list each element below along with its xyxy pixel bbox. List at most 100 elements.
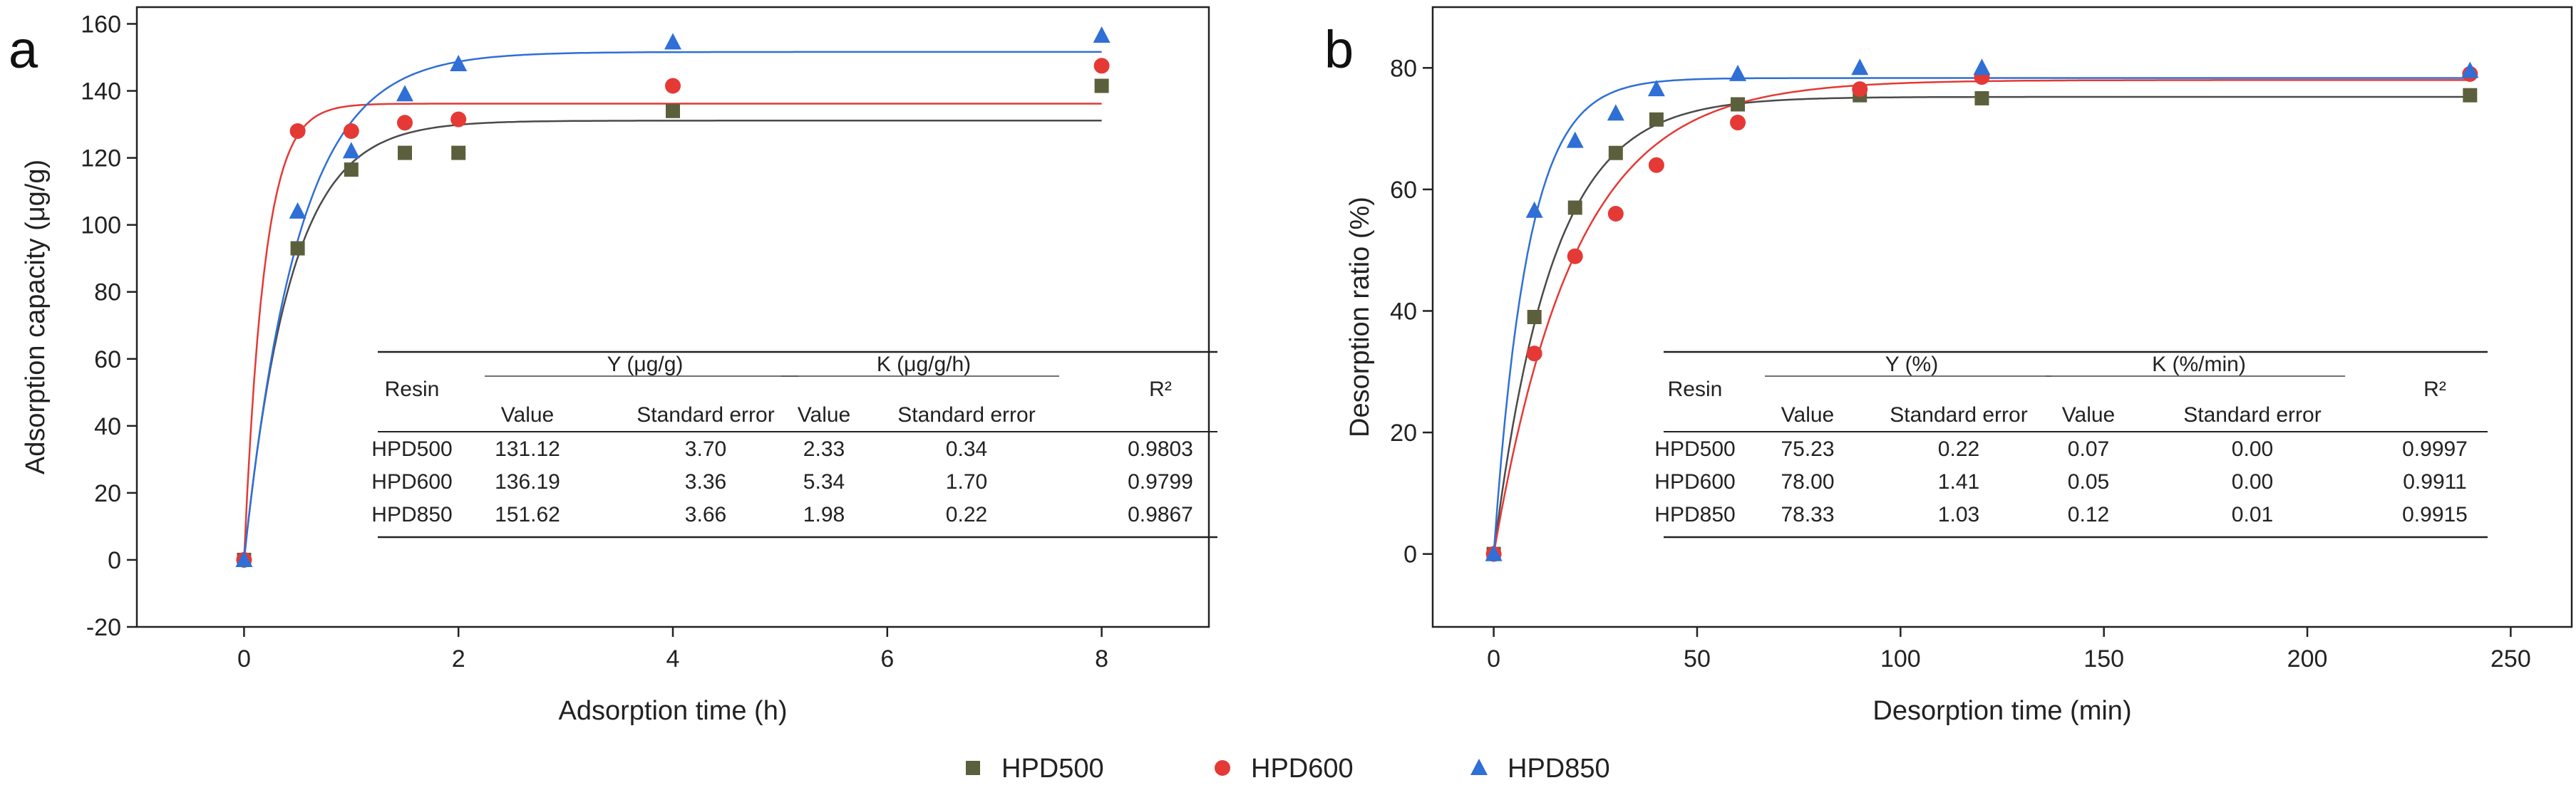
data-point-hpd850 [450, 54, 468, 71]
table-cell: 3.36 [685, 470, 726, 494]
data-point-hpd850 [235, 550, 253, 567]
table-group-header: K (%/min) [2152, 353, 2246, 376]
x-tick-label: 100 [1880, 645, 1921, 672]
table-cell: 78.00 [1781, 470, 1834, 494]
x-tick-label: 0 [1487, 645, 1500, 672]
table-cell: 1.41 [1938, 470, 1979, 494]
plot-frame [135, 6, 1210, 628]
data-point-hpd500 [398, 145, 412, 160]
x-tick-label: 8 [1095, 645, 1108, 672]
data-point-hpd500 [2463, 88, 2478, 103]
y-tick-label: 160 [81, 11, 121, 38]
table-cell: 0.22 [1938, 437, 1979, 461]
data-point-hpd600 [450, 111, 467, 128]
legend-label: HPD500 [1001, 754, 1104, 784]
y-tick-label: 40 [94, 413, 121, 440]
table-cell: 131.12 [495, 437, 560, 461]
data-point-hpd500 [1094, 78, 1109, 93]
y-axis-title: Adsorption capacity (μg/g) [21, 160, 51, 474]
data-point-hpd850 [1729, 64, 1747, 81]
table-cell: 0.9799 [1128, 470, 1193, 494]
fit-curve-hpd500 [1493, 95, 2471, 554]
table-group-header: Y (μg/g) [607, 353, 684, 376]
x-tick-label: 2 [452, 645, 465, 672]
legend-label: HPD600 [1251, 754, 1354, 784]
table-cell: 3.66 [685, 503, 726, 526]
fit-curve-hpd850 [1493, 77, 2471, 554]
y-tick-label: 60 [94, 346, 121, 373]
table-group-header: Y (%) [1885, 353, 1938, 376]
data-point-hpd600 [1093, 58, 1110, 74]
table-cell: 0.00 [2232, 470, 2273, 494]
table-cell-resin: HPD850 [1654, 503, 1735, 526]
data-point-hpd850 [1566, 131, 1584, 148]
table-cell: 0.9915 [2402, 503, 2468, 526]
table-sub-header: Standard error [637, 403, 774, 427]
y-axis-title: Desorption ratio (%) [1345, 197, 1375, 437]
data-point-hpd600 [397, 115, 413, 131]
table-cell: 151.62 [495, 503, 560, 526]
y-tick-label: 0 [1403, 541, 1417, 568]
x-tick-label: 250 [2490, 645, 2531, 672]
data-point-hpd850 [289, 202, 306, 219]
table-cell: 0.34 [946, 437, 987, 461]
y-tick-label: 80 [94, 279, 121, 306]
data-point-hpd600 [343, 123, 359, 139]
fit-curve-hpd500 [243, 120, 1102, 561]
data-point-hpd850 [1485, 544, 1503, 561]
legend: HPD500 HPD600 HPD850 [966, 754, 1610, 784]
table-sub-header: Standard error [1890, 403, 2027, 427]
y-tick-label: 0 [108, 547, 121, 574]
table-col-resin: Resin [1668, 378, 1723, 401]
x-tick-label: 200 [2287, 645, 2328, 672]
table-cell: 0.9867 [1128, 503, 1193, 526]
table-cell: 0.07 [2068, 437, 2109, 461]
fit-curve-hpd600 [243, 103, 1102, 560]
data-point-hpd500 [1567, 200, 1582, 215]
data-point-hpd500 [344, 162, 359, 177]
y-tick-label: 20 [94, 480, 121, 507]
data-point-hpd850 [1607, 104, 1624, 121]
y-tick-label: -20 [86, 614, 121, 641]
data-point-hpd600 [1607, 206, 1624, 222]
table-cell: 0.9803 [1128, 437, 1193, 461]
table-cell: 75.23 [1781, 437, 1834, 461]
y-tick-label: 60 [1390, 177, 1417, 204]
y-tick-label: 100 [81, 212, 121, 239]
fit-curve-hpd600 [1493, 79, 2471, 554]
table-cell: 0.22 [946, 503, 987, 526]
x-tick-label: 50 [1684, 645, 1711, 672]
y-tick-label: 20 [1390, 420, 1417, 447]
table-cell: 1.98 [803, 503, 845, 526]
table-cell: 0.05 [2068, 470, 2109, 494]
table-cell: 2.33 [803, 437, 845, 461]
table-cell: 5.34 [803, 470, 845, 494]
table-cell-resin: HPD850 [371, 503, 452, 526]
y-tick-label: 140 [81, 78, 121, 105]
data-point-hpd850 [396, 85, 413, 102]
data-point-hpd500 [1974, 90, 1989, 105]
data-point-hpd850 [1851, 58, 1869, 76]
table-cell: 78.33 [1781, 503, 1834, 526]
legend-marker-hpd500 [966, 761, 980, 775]
data-point-hpd500 [666, 103, 680, 118]
data-point-hpd850 [1973, 58, 1991, 76]
table-cell: 0.9997 [2402, 437, 2468, 461]
x-axis-title: Desorption time (min) [1872, 696, 2131, 726]
chart-panel-a: a 0 2 4 6 8 -20 0 20 40 60 80 100 120 140 160 Adsorption… [9, 6, 1217, 726]
legend-marker-hpd600 [1215, 760, 1230, 776]
data-point-hpd500 [1649, 112, 1664, 127]
data-point-hpd850 [342, 142, 360, 159]
table-col-r2: R² [2423, 378, 2446, 401]
table-col-r2: R² [1149, 378, 1172, 401]
plot-frame [1431, 6, 2573, 628]
data-point-hpd600 [1648, 157, 1664, 173]
table-cell: 1.70 [946, 470, 987, 494]
table-sub-header: Standard error [897, 403, 1035, 427]
x-tick-label: 6 [880, 645, 894, 672]
table-cell-resin: HPD500 [371, 437, 452, 461]
table-group-header: K (μg/g/h) [877, 353, 971, 376]
table-cell-resin: HPD600 [1654, 470, 1735, 494]
chart-panel-b: b 0 50 100 150 200 250 0 20 40 60 80 Desorption time… [1324, 6, 2573, 726]
